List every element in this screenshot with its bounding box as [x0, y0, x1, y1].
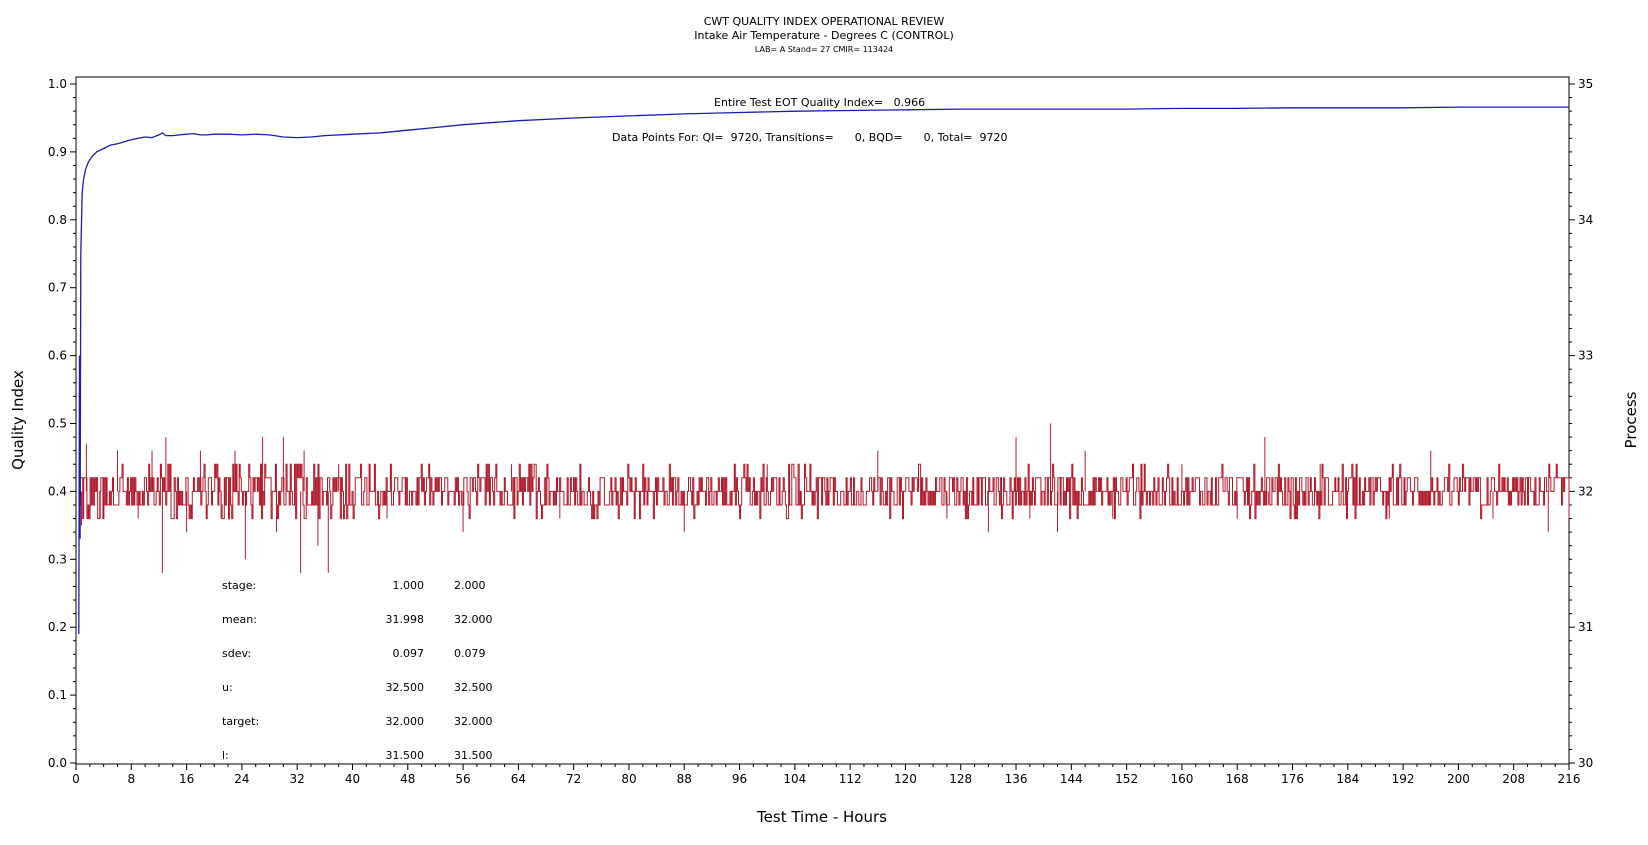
y-left-tick-label: 0.1: [48, 688, 67, 702]
y-right-tick-label: 33: [1578, 349, 1593, 363]
stats-row-stage2-value: 31.500: [454, 749, 493, 762]
y-axis-left-label: Quality Index: [9, 370, 27, 470]
chart-subtitle-lab: LAB= A Stand= 27 CMIR= 113424: [755, 45, 893, 54]
x-tick-label: 104: [783, 772, 806, 786]
quality-index-series: [78, 106, 1569, 635]
x-tick-label: 56: [455, 772, 470, 786]
x-tick-label: 0: [72, 772, 80, 786]
stats-row-stage2-value: 0.079: [454, 647, 486, 660]
y-left-tick-label: 0.5: [48, 417, 67, 431]
x-tick-label: 216: [1558, 772, 1581, 786]
y-left-tick-label: 1.0: [48, 77, 67, 91]
x-tick-label: 80: [621, 772, 636, 786]
x-tick-label: 16: [179, 772, 194, 786]
x-tick-label: 8: [127, 772, 135, 786]
y-right-tick-label: 32: [1578, 484, 1593, 498]
stats-row-stage2-value: 32.000: [454, 715, 493, 728]
x-tick-label: 32: [290, 772, 305, 786]
x-tick-label: 200: [1447, 772, 1470, 786]
y-axis-right: 30 31 32 33 34 35: [1569, 77, 1593, 770]
y-right-tick-label: 31: [1578, 620, 1593, 634]
x-tick-label: 176: [1281, 772, 1304, 786]
chart-title: CWT QUALITY INDEX OPERATIONAL REVIEW: [704, 15, 945, 28]
y-right-tick-label: 35: [1578, 77, 1593, 91]
x-tick-label: 120: [894, 772, 917, 786]
y-left-tick-label: 0.3: [48, 552, 67, 566]
stats-row-label: sdev:: [222, 647, 251, 660]
stats-table: stage: 1.000 2.000 mean: 31.998 32.000 sdev: 0.…: [222, 579, 493, 762]
stats-row-label: mean:: [222, 613, 257, 626]
y-axis-left: 0.0 0.1 0.2 0.3 0.4 0.5 0.6 0.7 0.8 0.9 1.0: [48, 77, 76, 770]
stats-row-stage1-value: 0.097: [393, 647, 425, 660]
x-tick-label: 128: [949, 772, 972, 786]
y-axis-right-label: Process: [1622, 391, 1640, 448]
stats-row-stage1-value: 31.500: [386, 749, 425, 762]
quality-index-line: [78, 106, 1569, 635]
y-left-tick-label: 0.2: [48, 620, 67, 634]
stats-row-stage2-value: 2.000: [454, 579, 486, 592]
y-right-tick-label: 30: [1578, 756, 1593, 770]
y-right-tick-label: 34: [1578, 213, 1593, 227]
stats-row-stage2-value: 32.500: [454, 681, 493, 694]
x-tick-label: 48: [400, 772, 415, 786]
x-tick-label: 112: [839, 772, 862, 786]
x-tick-label: 88: [677, 772, 692, 786]
stats-row-label: target:: [222, 715, 259, 728]
stats-row-stage1-value: 32.500: [386, 681, 425, 694]
data-points-annotation: Data Points For: QI= 9720, Transitions= …: [612, 131, 1007, 144]
x-tick-label: 40: [345, 772, 360, 786]
y-left-tick-label: 0.7: [48, 281, 67, 295]
x-tick-label: 96: [732, 772, 747, 786]
eot-quality-index-annotation: Entire Test EOT Quality Index= 0.966: [714, 96, 925, 109]
process-series: [79, 423, 1570, 573]
y-left-tick-label: 0.0: [48, 756, 67, 770]
stats-row-label: u:: [222, 681, 233, 694]
x-tick-label: 184: [1336, 772, 1359, 786]
stats-row-stage2-value: 32.000: [454, 613, 493, 626]
plot-frame: [75, 76, 1570, 765]
x-axis: 0 8 16 24 32 40 48 56 64 72 80 88 96 104 112 120 128 136 1…: [72, 764, 1580, 786]
x-tick-label: 72: [566, 772, 581, 786]
x-tick-label: 64: [511, 772, 526, 786]
x-tick-label: 24: [234, 772, 249, 786]
stats-row-stage1-value: 1.000: [393, 579, 425, 592]
stats-row-label: stage:: [222, 579, 256, 592]
x-tick-label: 168: [1226, 772, 1249, 786]
process-trace: [79, 463, 1570, 520]
x-tick-label: 144: [1060, 772, 1083, 786]
x-axis-label: Test Time - Hours: [756, 808, 887, 826]
x-tick-label: 136: [1005, 772, 1028, 786]
chart-subtitle: Intake Air Temperature - Degrees C (CONT…: [694, 29, 954, 42]
y-left-tick-label: 0.8: [48, 213, 67, 227]
x-tick-label: 160: [1170, 772, 1193, 786]
stats-row-stage1-value: 32.000: [386, 715, 425, 728]
stats-row-label: l:: [222, 749, 229, 762]
stats-row-stage1-value: 31.998: [386, 613, 425, 626]
x-tick-label: 192: [1392, 772, 1415, 786]
x-tick-label: 152: [1115, 772, 1138, 786]
y-left-tick-label: 0.4: [48, 484, 67, 498]
y-left-tick-label: 0.9: [48, 145, 67, 159]
x-tick-label: 208: [1502, 772, 1525, 786]
y-left-tick-label: 0.6: [48, 349, 67, 363]
